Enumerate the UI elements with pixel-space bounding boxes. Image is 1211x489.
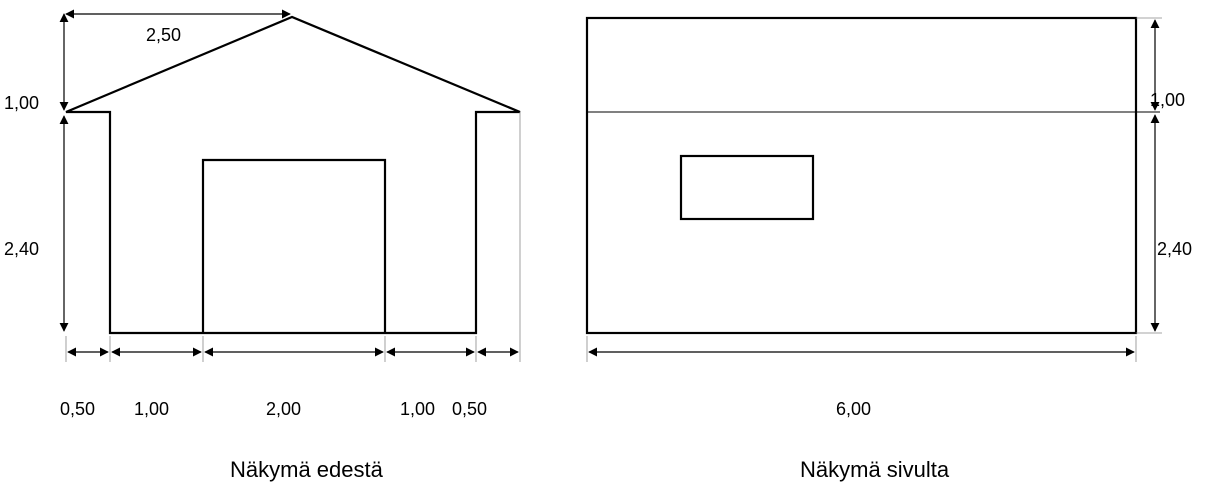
side-dim-label-roof-height: 1,00 <box>1150 90 1185 110</box>
side-dim-label-wall-height: 2,40 <box>1157 239 1192 259</box>
side-dim-label-length: 6,00 <box>836 399 871 419</box>
dim-label-roof-half: 2,50 <box>146 25 181 45</box>
front-garage-door <box>201 158 387 333</box>
front-view: 2,50 1,00 2,40 0,50 1,00 2,00 1,00 0,50 … <box>4 9 521 482</box>
dim-label-bottom-2: 1,00 <box>134 399 169 419</box>
dim-label-bottom-4: 1,00 <box>400 399 435 419</box>
side-building-outline <box>585 16 1138 335</box>
side-view: 1,00 2,40 6,00 Näkymä sivulta <box>585 16 1192 482</box>
side-view-caption: Näkymä sivulta <box>800 457 950 482</box>
dim-label-bottom-5: 0,50 <box>452 399 487 419</box>
dim-label-bottom-3: 2,00 <box>266 399 301 419</box>
dim-label-roof-height: 1,00 <box>4 93 39 113</box>
front-building-outline <box>65 15 521 335</box>
dim-label-bottom-1: 0,50 <box>60 399 95 419</box>
dim-label-wall-height: 2,40 <box>4 239 39 259</box>
side-window <box>679 154 815 221</box>
front-view-caption: Näkymä edestä <box>230 457 384 482</box>
